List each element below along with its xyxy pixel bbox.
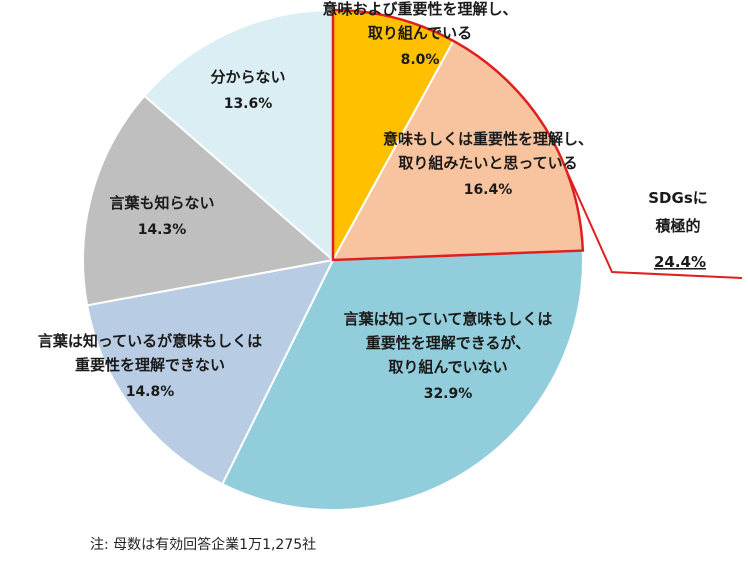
- slice-label-2-line-1: 重要性を理解できるが、: [366, 334, 530, 352]
- pie-slice-3: [85, 258, 335, 486]
- callout-line: [564, 168, 743, 279]
- slice-label-2-line-0: 言葉は知っていて意味もしくは: [344, 310, 553, 328]
- slice-label-0-line-1: 取り組んでいる: [368, 24, 472, 42]
- slice-value-2: 32.9%: [424, 386, 473, 402]
- slice-label-5-line-0: 分からない: [210, 68, 285, 86]
- callout-label: SDGsに 積極的 24.4%: [648, 189, 708, 271]
- slice-label-4-line-0: 言葉も知らない: [109, 194, 214, 212]
- slice-value-5: 13.6%: [224, 96, 273, 112]
- slice-label-0-line-0: 意味および重要性を理解し、: [322, 0, 517, 18]
- callout-value: 24.4%: [654, 253, 706, 271]
- slice-label-1-line-1: 取り組みたいと思っている: [398, 154, 577, 172]
- highlight-outline: [331, 8, 585, 262]
- pie-slice-2: [220, 249, 584, 511]
- slice-label-3-line-1: 重要性を理解できない: [75, 356, 225, 374]
- callout-line-1: 積極的: [654, 217, 700, 235]
- callout-line-0: SDGsに: [648, 189, 708, 207]
- slice-label-2-line-2: 取り組んでいない: [388, 358, 507, 376]
- footnote: 注: 母数は有効回答企業1万1,275社: [90, 536, 316, 553]
- slice-value-1: 16.4%: [464, 182, 513, 198]
- slice-value-3: 14.8%: [126, 384, 175, 400]
- pie-slice-4: [82, 94, 336, 307]
- slice-value-4: 14.3%: [138, 222, 187, 238]
- slice-label-3-line-0: 言葉は知っているが意味もしくは: [38, 332, 262, 350]
- slice-label-1-line-0: 意味もしくは重要性を理解し、: [383, 130, 593, 148]
- slice-value-0: 8.0%: [401, 52, 440, 68]
- pie-slice-5: [143, 8, 334, 263]
